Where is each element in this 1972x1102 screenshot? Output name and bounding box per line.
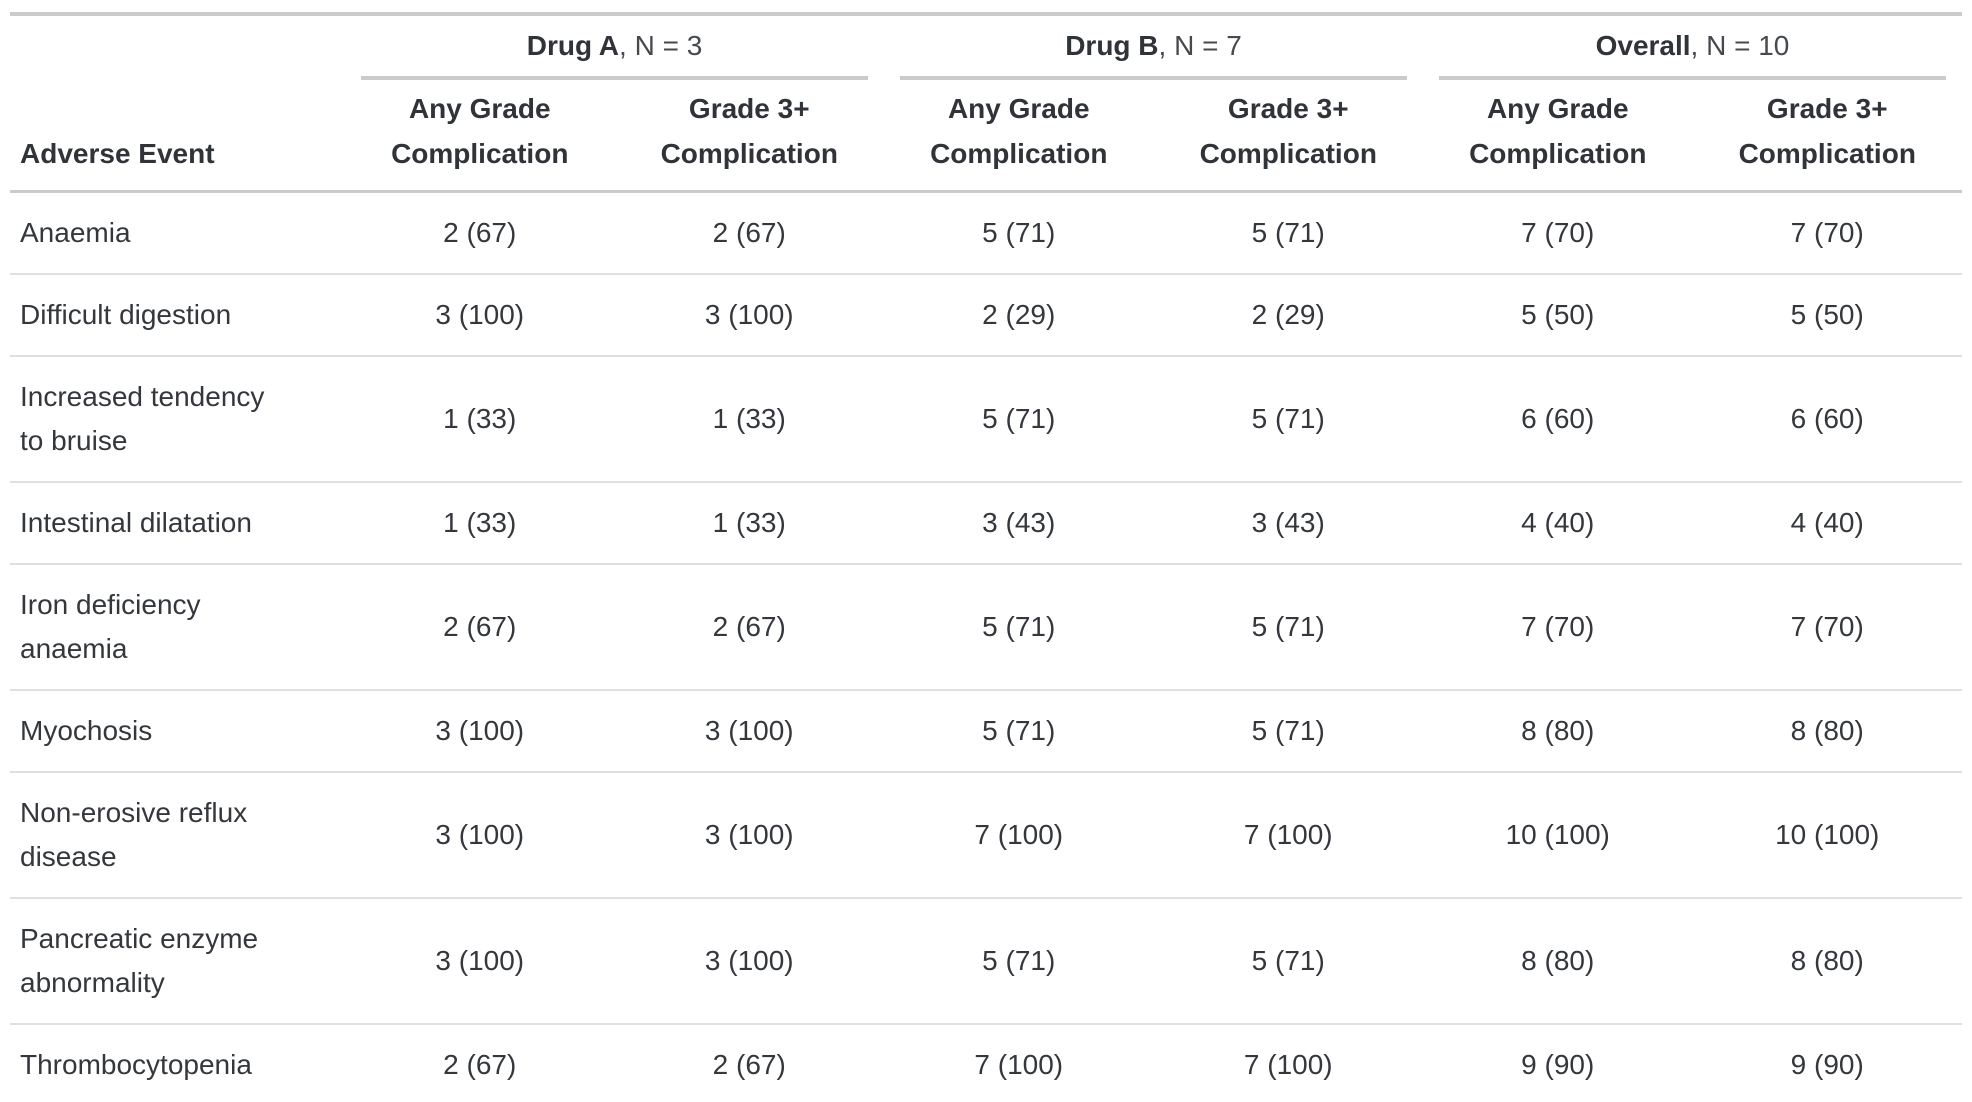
table-row-iron-deficiency-anaemia: Iron deficiency anaemia 2 (67) 2 (67) 5 …	[10, 564, 1962, 691]
value-cell: 3 (43)	[1153, 482, 1423, 565]
table-header: Drug A, N = 3 Drug B, N = 7 Overall, N =…	[10, 12, 1962, 193]
value-cell: 3 (100)	[614, 690, 884, 773]
value-cell: 3 (100)	[614, 772, 884, 899]
value-cell: 10 (100)	[1692, 772, 1962, 899]
value-cell: 5 (71)	[884, 356, 1154, 483]
table-row-thrombocytopenia: Thrombocytopenia 2 (67) 2 (67) 7 (100) 7…	[10, 1024, 1962, 1102]
row-label: Thrombocytopenia	[10, 1024, 345, 1102]
row-label: Increased tendency to bruise	[10, 356, 345, 483]
row-label: Pancreatic enzyme abnormality	[10, 898, 345, 1025]
value-cell: 8 (80)	[1423, 690, 1693, 773]
table-row-increased-tendency-to-bruise: Increased tendency to bruise 1 (33) 1 (3…	[10, 356, 1962, 483]
row-label: Difficult digestion	[10, 274, 345, 357]
column-group-drug-a: Drug A, N = 3	[345, 12, 884, 80]
table-row-difficult-digestion: Difficult digestion 3 (100) 3 (100) 2 (2…	[10, 274, 1962, 357]
value-cell: 3 (43)	[884, 482, 1154, 565]
value-cell: 7 (100)	[884, 772, 1154, 899]
value-cell: 2 (29)	[884, 274, 1154, 357]
value-cell: 1 (33)	[345, 482, 615, 565]
value-cell: 5 (71)	[1153, 898, 1423, 1025]
stub-spanner-spacer	[10, 12, 345, 80]
value-cell: 6 (60)	[1423, 356, 1693, 483]
value-cell: 5 (50)	[1423, 274, 1693, 357]
value-cell: 5 (71)	[1153, 356, 1423, 483]
value-cell: 7 (70)	[1423, 564, 1693, 691]
column-group-label-drug-a: Drug A, N = 3	[361, 16, 868, 80]
column-header-drug-b-any-grade: Any Grade Complication	[884, 80, 1154, 193]
value-cell: 5 (71)	[884, 898, 1154, 1025]
column-header-row: Adverse Event Any Grade Complication Gra…	[10, 80, 1962, 193]
value-cell: 7 (70)	[1692, 191, 1962, 275]
row-label: Non-erosive reflux disease	[10, 772, 345, 899]
value-cell: 5 (71)	[1153, 191, 1423, 275]
value-cell: 6 (60)	[1692, 356, 1962, 483]
value-cell: 9 (90)	[1423, 1024, 1693, 1102]
value-cell: 7 (70)	[1692, 564, 1962, 691]
row-label: Iron deficiency anaemia	[10, 564, 345, 691]
value-cell: 3 (100)	[345, 274, 615, 357]
value-cell: 7 (70)	[1423, 191, 1693, 275]
value-cell: 3 (100)	[345, 898, 615, 1025]
value-cell: 3 (100)	[614, 898, 884, 1025]
value-cell: 1 (33)	[614, 482, 884, 565]
table-row-intestinal-dilatation: Intestinal dilatation 1 (33) 1 (33) 3 (4…	[10, 482, 1962, 565]
value-cell: 2 (67)	[345, 1024, 615, 1102]
value-cell: 3 (100)	[614, 274, 884, 357]
group-name-drug-a: Drug A	[526, 30, 620, 61]
column-header-overall-grade3: Grade 3+ Complication	[1692, 80, 1962, 193]
column-header-drug-b-grade3: Grade 3+ Complication	[1153, 80, 1423, 193]
value-cell: 5 (71)	[1153, 564, 1423, 691]
group-n-drug-a: , N = 3	[619, 30, 703, 61]
value-cell: 1 (33)	[345, 356, 615, 483]
value-cell: 2 (29)	[1153, 274, 1423, 357]
table-row-anaemia: Anaemia 2 (67) 2 (67) 5 (71) 5 (71) 7 (7…	[10, 191, 1962, 275]
value-cell: 5 (71)	[884, 564, 1154, 691]
column-header-adverse-event: Adverse Event	[10, 80, 345, 193]
group-name-drug-b: Drug B	[1065, 30, 1159, 61]
value-cell: 10 (100)	[1423, 772, 1693, 899]
group-n-drug-b: , N = 7	[1158, 30, 1242, 61]
value-cell: 2 (67)	[614, 191, 884, 275]
value-cell: 7 (100)	[1153, 1024, 1423, 1102]
column-group-label-drug-b: Drug B, N = 7	[900, 16, 1407, 80]
value-cell: 8 (80)	[1423, 898, 1693, 1025]
value-cell: 3 (100)	[345, 772, 615, 899]
adverse-events-table: Drug A, N = 3 Drug B, N = 7 Overall, N =…	[10, 12, 1962, 1102]
row-label: Myochosis	[10, 690, 345, 773]
value-cell: 4 (40)	[1692, 482, 1962, 565]
value-cell: 2 (67)	[614, 564, 884, 691]
group-n-overall: , N = 10	[1690, 30, 1790, 61]
value-cell: 5 (50)	[1692, 274, 1962, 357]
column-header-overall-any-grade: Any Grade Complication	[1423, 80, 1693, 193]
table-body: Anaemia 2 (67) 2 (67) 5 (71) 5 (71) 7 (7…	[10, 191, 1962, 1102]
value-cell: 5 (71)	[884, 690, 1154, 773]
value-cell: 2 (67)	[614, 1024, 884, 1102]
value-cell: 2 (67)	[345, 564, 615, 691]
value-cell: 5 (71)	[1153, 690, 1423, 773]
table-row-pancreatic-enzyme-abnormality: Pancreatic enzyme abnormality 3 (100) 3 …	[10, 898, 1962, 1025]
value-cell: 2 (67)	[345, 191, 615, 275]
table-row-non-erosive-reflux-disease: Non-erosive reflux disease 3 (100) 3 (10…	[10, 772, 1962, 899]
row-label: Anaemia	[10, 191, 345, 275]
value-cell: 1 (33)	[614, 356, 884, 483]
column-header-drug-a-grade3: Grade 3+ Complication	[614, 80, 884, 193]
column-header-drug-a-any-grade: Any Grade Complication	[345, 80, 615, 193]
value-cell: 5 (71)	[884, 191, 1154, 275]
column-group-row: Drug A, N = 3 Drug B, N = 7 Overall, N =…	[10, 12, 1962, 80]
value-cell: 9 (90)	[1692, 1024, 1962, 1102]
table-row-myochosis: Myochosis 3 (100) 3 (100) 5 (71) 5 (71) …	[10, 690, 1962, 773]
column-group-label-overall: Overall, N = 10	[1439, 16, 1946, 80]
column-group-drug-b: Drug B, N = 7	[884, 12, 1423, 80]
group-name-overall: Overall	[1595, 30, 1691, 61]
value-cell: 7 (100)	[884, 1024, 1154, 1102]
value-cell: 8 (80)	[1692, 898, 1962, 1025]
value-cell: 3 (100)	[345, 690, 615, 773]
value-cell: 7 (100)	[1153, 772, 1423, 899]
value-cell: 8 (80)	[1692, 690, 1962, 773]
value-cell: 4 (40)	[1423, 482, 1693, 565]
column-group-overall: Overall, N = 10	[1423, 12, 1962, 80]
row-label: Intestinal dilatation	[10, 482, 345, 565]
